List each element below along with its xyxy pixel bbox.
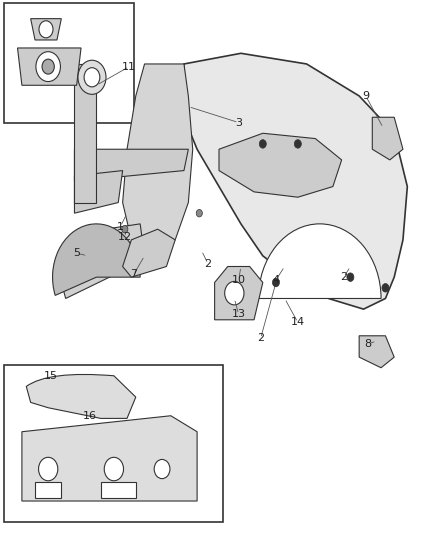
Text: 14: 14 [291,318,305,327]
Text: 5: 5 [73,248,80,258]
Text: 4: 4 [272,275,279,285]
Text: 7: 7 [130,270,137,279]
Bar [4,365,223,522]
Circle shape [225,281,244,305]
Circle shape [154,459,170,479]
Circle shape [272,278,279,287]
Wedge shape [258,224,381,298]
Polygon shape [74,149,188,181]
Polygon shape [57,224,145,298]
Polygon shape [31,19,61,40]
Text: 9: 9 [362,91,369,101]
Polygon shape [18,48,81,85]
Text: 16: 16 [83,411,97,421]
Circle shape [104,457,124,481]
Text: 12: 12 [118,232,132,242]
Bar [4,3,134,123]
Polygon shape [219,133,342,197]
Text: 8: 8 [364,339,371,349]
Circle shape [122,225,128,233]
Text: 11: 11 [122,62,136,71]
Text: 2: 2 [257,334,264,343]
Polygon shape [74,64,96,203]
Circle shape [39,457,58,481]
Polygon shape [35,482,61,498]
Polygon shape [74,171,123,213]
Polygon shape [123,64,193,256]
Wedge shape [53,224,140,295]
Circle shape [382,284,389,292]
Circle shape [347,273,354,281]
Polygon shape [101,482,136,498]
Circle shape [294,140,301,148]
Circle shape [42,59,54,74]
Text: 2: 2 [205,259,212,269]
PathPatch shape [26,374,136,418]
Polygon shape [22,416,197,501]
Text: 2: 2 [340,272,347,282]
Circle shape [39,21,53,38]
Polygon shape [215,266,263,320]
Polygon shape [184,53,407,309]
Circle shape [78,60,106,94]
Circle shape [259,140,266,148]
Polygon shape [359,336,394,368]
Polygon shape [123,229,175,277]
Text: 13: 13 [232,310,246,319]
Text: 3: 3 [235,118,242,127]
Polygon shape [372,117,403,160]
Text: 1: 1 [117,222,124,231]
Circle shape [84,68,100,87]
Circle shape [196,209,202,217]
Text: 10: 10 [232,275,246,285]
Text: 15: 15 [43,371,57,381]
Circle shape [36,52,60,82]
